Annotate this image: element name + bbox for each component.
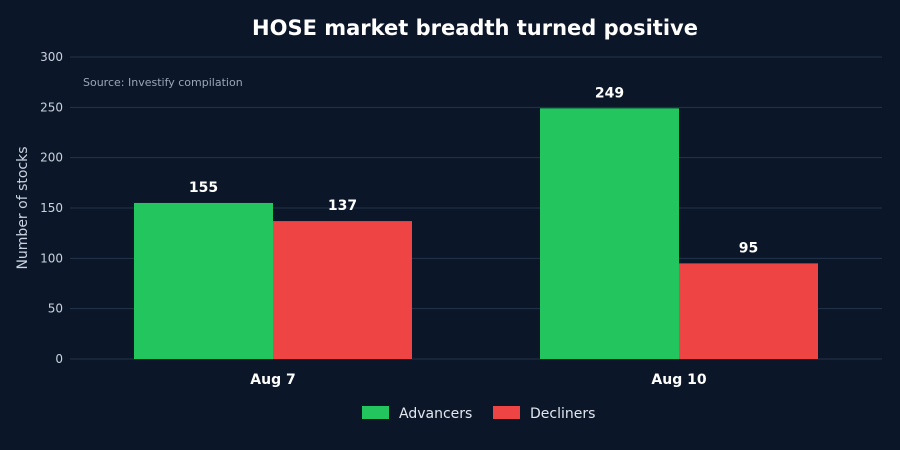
y-tick-label: 100: [40, 251, 63, 265]
y-tick-label: 150: [40, 201, 63, 215]
data-label: 249: [595, 85, 624, 101]
y-tick-label: 50: [48, 302, 63, 316]
data-label: 155: [189, 180, 218, 196]
bar-advancers-aug-10: [540, 108, 679, 359]
y-tick-label: 0: [55, 352, 63, 366]
data-label: 95: [739, 240, 758, 256]
x-tick-label: Aug 10: [651, 372, 706, 388]
x-tick-label: Aug 7: [250, 372, 295, 388]
y-tick-label: 200: [40, 151, 63, 165]
legend: Advancers Decliners: [362, 406, 595, 422]
legend-label-advancers: Advancers: [399, 406, 472, 422]
data-labels: 155 137 249 95: [189, 85, 758, 256]
legend-label-decliners: Decliners: [530, 406, 595, 422]
bars: [134, 108, 818, 359]
legend-swatch-advancers: [362, 406, 389, 419]
y-axis-ticks: 0 50 100 150 200 250 300: [40, 50, 63, 366]
y-axis-label: Number of stocks: [15, 146, 31, 269]
chart-title: HOSE market breadth turned positive: [252, 16, 698, 40]
source-note: Source: Investify compilation: [83, 76, 243, 89]
y-tick-label: 300: [40, 50, 63, 64]
legend-swatch-decliners: [493, 406, 520, 419]
y-tick-label: 250: [40, 100, 63, 114]
bar-decliners-aug-7: [273, 221, 412, 359]
bar-decliners-aug-10: [679, 263, 818, 359]
x-axis-ticks: Aug 7 Aug 10: [250, 372, 707, 388]
data-label: 137: [328, 198, 357, 214]
bar-advancers-aug-7: [134, 202, 273, 359]
